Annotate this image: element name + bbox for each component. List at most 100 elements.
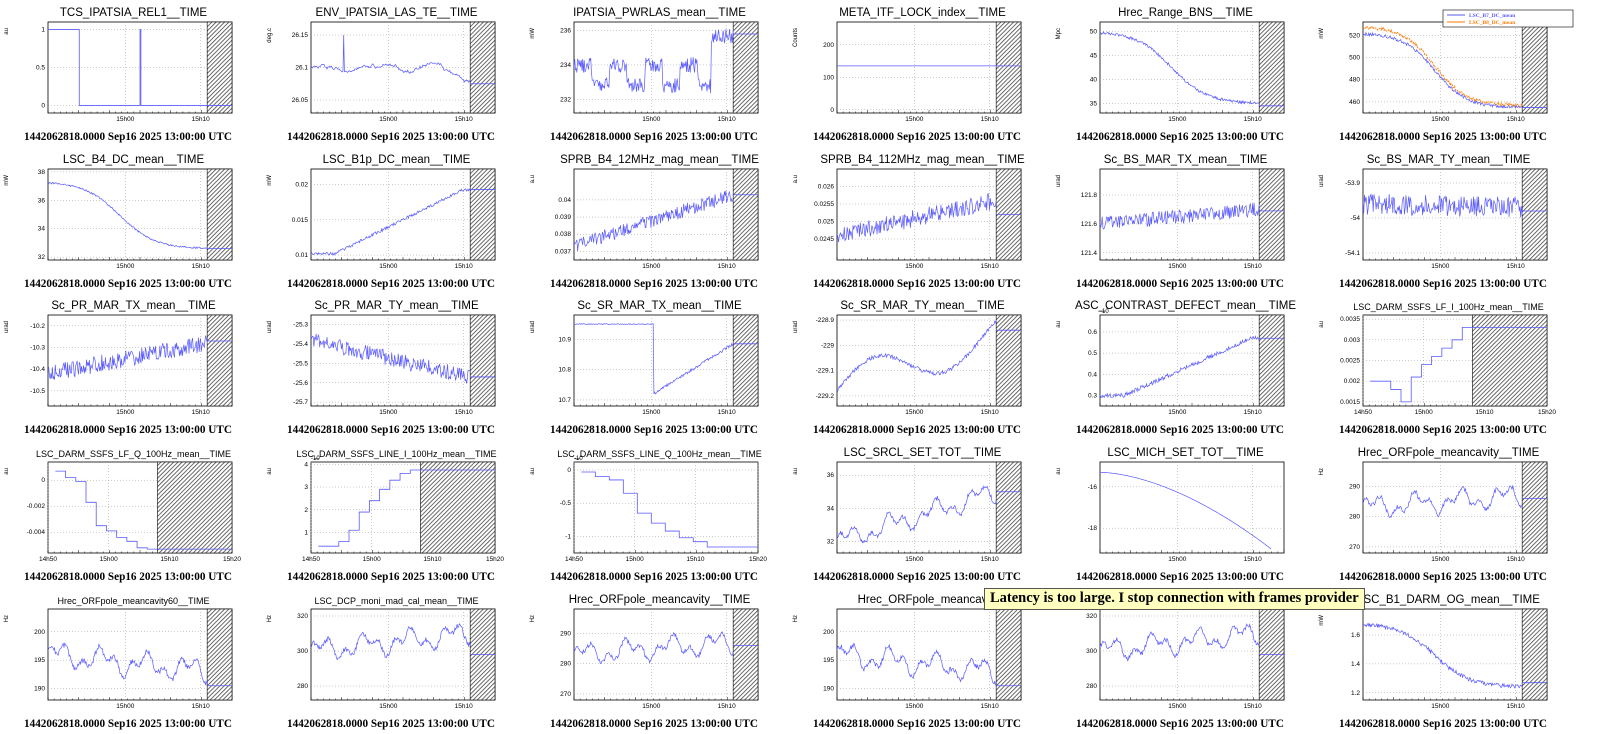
chart-panel: 15h00 15h10 -10.5 -10.4 -10.3 -10.2 urad Sc_PR_… — [0, 293, 267, 440]
y-tick-label: 190 — [823, 686, 834, 693]
x-tick-label: 15h10 — [718, 703, 736, 710]
y-tick-label: 121.6 — [1081, 221, 1098, 228]
y-tick-label: 1 — [304, 530, 308, 537]
chart-title: LSC_DARM_SSFS_LINE_I_100Hz_mean__TIME — [296, 449, 497, 459]
x-tick-label: 15h10 — [1475, 409, 1493, 416]
x-tick-label: 15h00 — [1168, 409, 1186, 416]
x-tick-label: 15h00 — [116, 263, 134, 270]
y-tick-label: 40 — [1090, 76, 1098, 83]
x-tick-label: 15h10 — [686, 556, 704, 563]
series-line — [1363, 484, 1523, 518]
y-tick-label: 0.04 — [558, 197, 571, 204]
no-data-hatch — [1521, 608, 1548, 701]
x-tick-label: 14h50 — [565, 556, 583, 563]
chart-plot: 15h00 15h10 -18 -16 au — [1056, 461, 1285, 563]
y-tick-label: 26.15 — [292, 32, 309, 39]
chart-timestamp: 1442062818.0000 Sep16 2025 13:00:00 UTC — [550, 424, 758, 436]
chart-panel: 15h00 15h10 32 34 36 au LSC_SRCL_SET_TOT__TIME… — [789, 440, 1056, 587]
y-tick-label: -10.3 — [30, 345, 45, 352]
chart-timestamp: 1442062818.0000 Sep16 2025 13:00:00 UTC — [287, 278, 495, 290]
x-tick-label: 15h10 — [160, 556, 178, 563]
chart-plot: 15h00 15h10 0.0245 0.025 0.0255 0.026 a.u — [793, 168, 1022, 270]
chart-title: Sc_PR_MAR_TY_mean__TIME — [314, 300, 479, 312]
y-tick-label: 0.025 — [818, 219, 835, 226]
x-tick-label: 15h00 — [905, 409, 923, 416]
chart-title: Hrec_ORFpole_meancavity__TIME — [568, 594, 751, 606]
x-tick-label: 15h00 — [116, 409, 134, 416]
y-tick-label: 0.0245 — [814, 236, 834, 243]
y-tick-label: 0.0035 — [1340, 316, 1360, 323]
chart-timestamp: 1442062818.0000 Sep16 2025 13:00:00 UTC — [550, 131, 758, 143]
y-axis-label: mW — [1319, 615, 1325, 626]
x-tick-label: 15h00 — [642, 263, 660, 270]
plot-frame — [573, 608, 759, 701]
y-axis-label: Mpc — [1056, 28, 1062, 39]
y-axis-label: au — [4, 468, 10, 475]
y-tick-label: 270 — [1349, 544, 1360, 551]
no-data-hatch — [732, 608, 759, 701]
x-tick-label: 15h00 — [642, 409, 660, 416]
y-tick-label: -25.6 — [293, 380, 308, 387]
chart-plot: 15h00 15h10 26.05 26.1 26.15 deg.c — [267, 21, 496, 123]
y-tick-label: -53.9 — [1345, 180, 1360, 187]
chart-plot: 15h00 15h10 0.01 0.015 0.02 mW — [267, 168, 496, 270]
chart-panel: 15h00 15h10 0 100 200 Counts META_ITF_LOCK_ind… — [789, 0, 1056, 147]
y-axis-label: mW — [530, 28, 536, 39]
y-tick-label: 0.3 — [1088, 392, 1097, 399]
series-line — [837, 319, 997, 392]
x-tick-label: 15h10 — [1244, 703, 1262, 710]
chart-plot: 15h00 15h10 121.4 121.6 121.8 urad — [1056, 168, 1285, 270]
y-tick-label: 232 — [560, 96, 571, 103]
y-tick-label: 300 — [297, 648, 308, 655]
y-axis-label: urad — [793, 321, 799, 333]
y-tick-label: 200 — [823, 42, 834, 49]
plot-frame — [573, 314, 759, 407]
plot-frame — [1099, 461, 1285, 554]
series-line — [48, 181, 208, 250]
chart-timestamp: 1442062818.0000 Sep16 2025 13:00:00 UTC — [1076, 424, 1284, 436]
chart-title: ENV_IPATSIA_LAS_TE__TIME — [315, 7, 478, 19]
chart-timestamp: 1442062818.0000 Sep16 2025 13:00:00 UTC — [24, 278, 232, 290]
chart-timestamp: 1442062818.0000 Sep16 2025 13:00:00 UTC — [1339, 718, 1547, 730]
x-tick-label: 15h00 — [100, 556, 118, 563]
chart-timestamp: 1442062818.0000 Sep16 2025 13:00:00 UTC — [287, 718, 495, 730]
chart-title: LSC_DARM_SSFS_LF_Q_100Hz_mean__TIME — [35, 449, 232, 459]
y-tick-label: 10.7 — [558, 397, 571, 404]
chart-plot: 14h50 15h00 15h10 15h20 0.0015 0.002 0.0025 0.0… — [1319, 314, 1556, 416]
chart-plot: 15h00 15h10 232 234 236 mW — [530, 21, 759, 123]
chart-panel: 15h00 15h10 460 480 500 520 mW LSC_B7_DC_mean LS… — [1315, 0, 1582, 147]
y-tick-label: 121.4 — [1081, 250, 1098, 257]
y-tick-label: 0 — [567, 467, 571, 474]
chart-plot: 15h00 15h10 460 480 500 520 mW LSC_B7_DC_meanLS… — [1319, 9, 1574, 123]
y-tick-label: 0.4 — [1088, 371, 1097, 378]
x-tick-label: 15h20 — [1538, 409, 1556, 416]
y-tick-label: -1 — [565, 533, 571, 540]
chart-timestamp: 1442062818.0000 Sep16 2025 13:00:00 UTC — [1339, 278, 1547, 290]
y-tick-label: 26.05 — [292, 97, 309, 104]
plot-frame — [1099, 608, 1285, 701]
y-tick-label: -0.004 — [27, 529, 46, 536]
x-tick-label: 15h10 — [1507, 263, 1525, 270]
no-data-hatch — [469, 21, 496, 114]
y-tick-label: -54 — [1351, 215, 1361, 222]
chart-panel: 15h00 15h10 26.05 26.1 26.15 deg.c ENV_IPATSIA… — [263, 0, 530, 147]
chart-timestamp: 1442062818.0000 Sep16 2025 13:00:00 UTC — [24, 131, 232, 143]
y-axis-label: Hz — [1319, 468, 1325, 475]
y-tick-label: 36 — [38, 197, 46, 204]
y-tick-label: 32 — [38, 254, 46, 261]
chart-plot: 15h00 15h10 270 280 290 Hz — [530, 608, 759, 710]
x-tick-label: 15h10 — [1507, 116, 1525, 123]
series-line — [837, 485, 997, 544]
y-tick-label: 280 — [1086, 683, 1097, 690]
x-tick-label: 15h00 — [905, 556, 923, 563]
x-tick-label: 15h00 — [379, 409, 397, 416]
chart-plot: 15h00 15h10 32 34 36 38 mW — [4, 168, 233, 270]
chart-title: LSC_B4_DC_mean__TIME — [62, 154, 205, 166]
y-tick-label: 236 — [560, 28, 571, 35]
x-tick-label: 15h00 — [363, 556, 381, 563]
y-tick-label: 500 — [1349, 55, 1360, 62]
y-tick-label: 290 — [560, 630, 571, 637]
y-tick-label: 200 — [823, 629, 834, 636]
chart-timestamp: 1442062818.0000 Sep16 2025 13:00:00 UTC — [550, 278, 758, 290]
